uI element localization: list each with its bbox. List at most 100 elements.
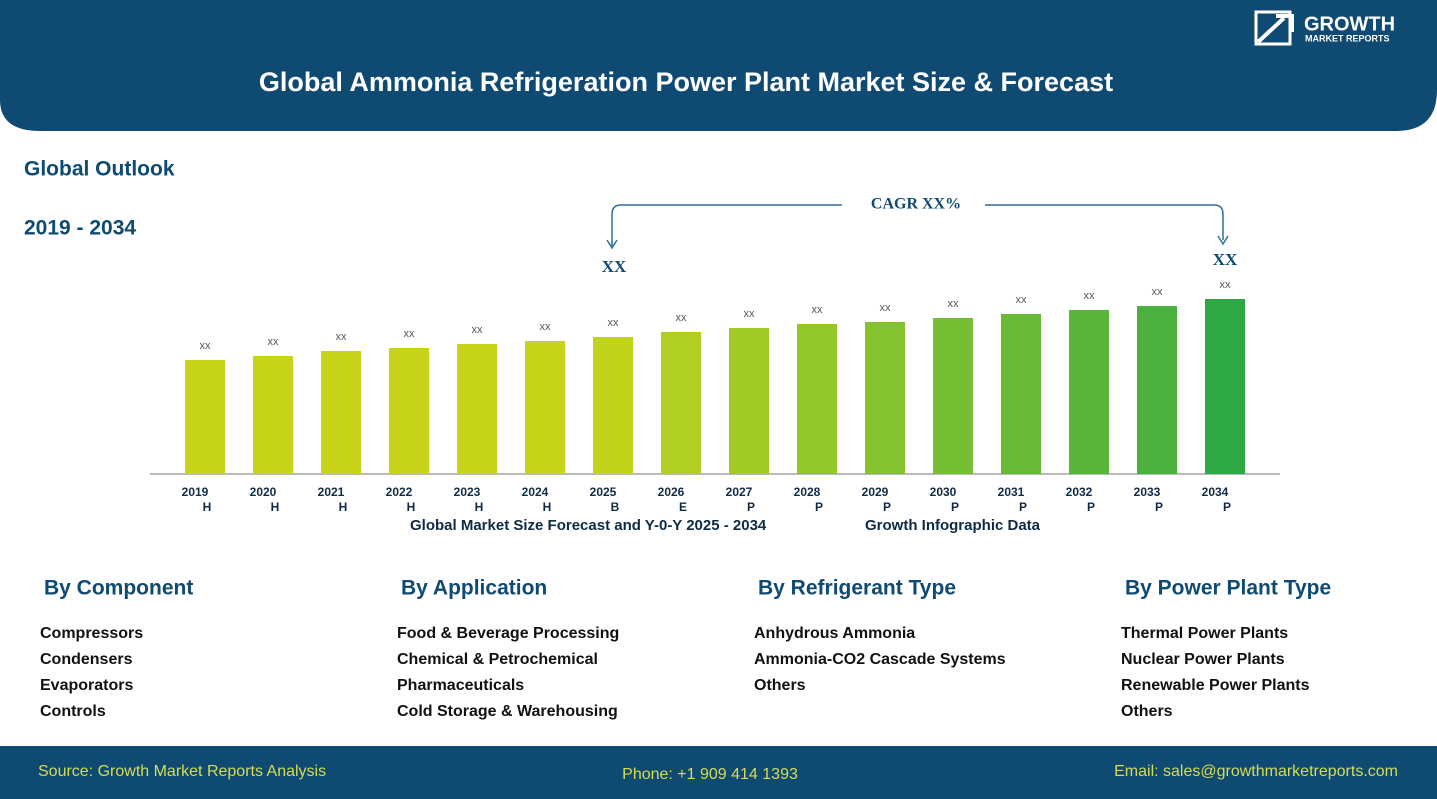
header-band xyxy=(0,0,1437,131)
x-tick-label: 2027 xyxy=(726,485,753,499)
bar xyxy=(457,344,497,474)
bar xyxy=(1001,314,1041,474)
segment-title: By Refrigerant Type xyxy=(758,577,956,600)
segment-title: By Application xyxy=(401,577,547,600)
bar xyxy=(321,351,361,474)
segment-item: Compressors xyxy=(40,625,143,642)
bar xyxy=(933,318,973,474)
bar xyxy=(797,324,837,474)
bar xyxy=(593,337,633,474)
x-tick-label: 2034 xyxy=(1202,485,1229,499)
x-tick-label: 2031 xyxy=(998,485,1025,499)
x-tick-label: 2024 xyxy=(522,485,549,499)
x-tick-phase: P xyxy=(1087,500,1095,514)
x-tick-phase: P xyxy=(747,500,755,514)
x-tick-phase: H xyxy=(543,500,552,514)
bar xyxy=(1069,310,1109,474)
segment-item: Thermal Power Plants xyxy=(1121,625,1288,642)
x-tick-phase: B xyxy=(611,500,620,514)
cagr-label: CAGR XX% xyxy=(871,196,961,213)
segment-item: Ammonia-CO2 Cascade Systems xyxy=(754,651,1006,668)
x-tick-label: 2026 xyxy=(658,485,685,499)
bar xyxy=(661,332,701,474)
value-label: xx xyxy=(676,312,688,324)
segment-item: Pharmaceuticals xyxy=(397,677,524,694)
segment-item: Chemical & Petrochemical xyxy=(397,651,598,668)
x-tick-phase: H xyxy=(339,500,348,514)
value-label: xx xyxy=(472,324,484,336)
segment-title: By Power Plant Type xyxy=(1125,577,1331,600)
x-tick-label: 2032 xyxy=(1066,485,1093,499)
value-label: xx xyxy=(608,317,620,329)
x-tick-label: 2022 xyxy=(386,485,413,499)
chart-caption: Global Market Size Forecast and Y-0-Y 20… xyxy=(410,517,767,534)
start-label: XX xyxy=(602,257,627,276)
segment-item: Evaporators xyxy=(40,677,133,694)
x-tick-label: 2019 xyxy=(182,485,209,499)
x-tick-label: 2023 xyxy=(454,485,481,499)
segment-title: By Component xyxy=(44,577,193,600)
value-label: xx xyxy=(1152,286,1164,298)
value-label: xx xyxy=(336,331,348,343)
segment-item: Others xyxy=(754,677,806,694)
x-tick-phase: P xyxy=(951,500,959,514)
value-label: xx xyxy=(948,298,960,310)
segment-item: Nuclear Power Plants xyxy=(1121,651,1285,668)
logo-text: GROWTH xyxy=(1304,13,1395,35)
footer-source: Source: Growth Market Reports Analysis xyxy=(38,763,326,780)
footer-band xyxy=(0,746,1437,799)
segment-item: Food & Beverage Processing xyxy=(397,625,619,642)
x-tick-phase: P xyxy=(1155,500,1163,514)
bar xyxy=(1205,299,1245,474)
outlook-label: Global Outlook xyxy=(24,158,175,181)
chart-caption: Growth Infographic Data xyxy=(865,517,1041,534)
segment-item: Others xyxy=(1121,703,1173,720)
logo-subtext: MARKET REPORTS xyxy=(1305,33,1390,43)
x-tick-phase: P xyxy=(883,500,891,514)
x-tick-phase: E xyxy=(679,500,687,514)
bar xyxy=(185,360,225,474)
value-label: xx xyxy=(200,340,212,352)
value-label: xx xyxy=(880,302,892,314)
value-label: xx xyxy=(404,328,416,340)
x-tick-label: 2020 xyxy=(250,485,277,499)
bar xyxy=(729,328,769,474)
x-tick-label: 2025 xyxy=(590,485,617,499)
footer-phone: Phone: +1 909 414 1393 xyxy=(622,766,798,783)
x-tick-phase: P xyxy=(1223,500,1231,514)
bar xyxy=(253,356,293,474)
end-label: XX xyxy=(1213,250,1238,269)
bar xyxy=(1137,306,1177,474)
x-tick-phase: H xyxy=(475,500,484,514)
segment-item: Condensers xyxy=(40,651,133,668)
cagr-bracket xyxy=(611,204,1224,246)
x-tick-label: 2029 xyxy=(862,485,889,499)
segment-item: Controls xyxy=(40,703,106,720)
x-tick-phase: H xyxy=(271,500,280,514)
value-label: xx xyxy=(744,308,756,320)
cagr-arrows xyxy=(606,235,1229,250)
value-label: xx xyxy=(268,336,280,348)
x-tick-phase: P xyxy=(1019,500,1027,514)
x-tick-label: 2021 xyxy=(318,485,345,499)
logo-icon xyxy=(1254,10,1294,46)
x-tick-label: 2028 xyxy=(794,485,821,499)
x-tick-label: 2030 xyxy=(930,485,957,499)
segment-item: Renewable Power Plants xyxy=(1121,677,1310,694)
x-tick-phase: H xyxy=(203,500,212,514)
value-label: xx xyxy=(540,321,552,333)
bar xyxy=(389,348,429,474)
x-tick-phase: P xyxy=(815,500,823,514)
bar xyxy=(525,341,565,474)
x-tick-label: 2033 xyxy=(1134,485,1161,499)
bar xyxy=(865,322,905,474)
value-label: xx xyxy=(1220,279,1232,291)
segment-item: Cold Storage & Warehousing xyxy=(397,703,618,720)
title: Global Ammonia Refrigeration Power Plant… xyxy=(259,67,1113,97)
value-label: xx xyxy=(1016,294,1028,306)
x-tick-phase: H xyxy=(407,500,416,514)
segment-item: Anhydrous Ammonia xyxy=(754,625,915,642)
outlook-period: 2019 - 2034 xyxy=(24,217,136,240)
value-label: xx xyxy=(812,304,824,316)
